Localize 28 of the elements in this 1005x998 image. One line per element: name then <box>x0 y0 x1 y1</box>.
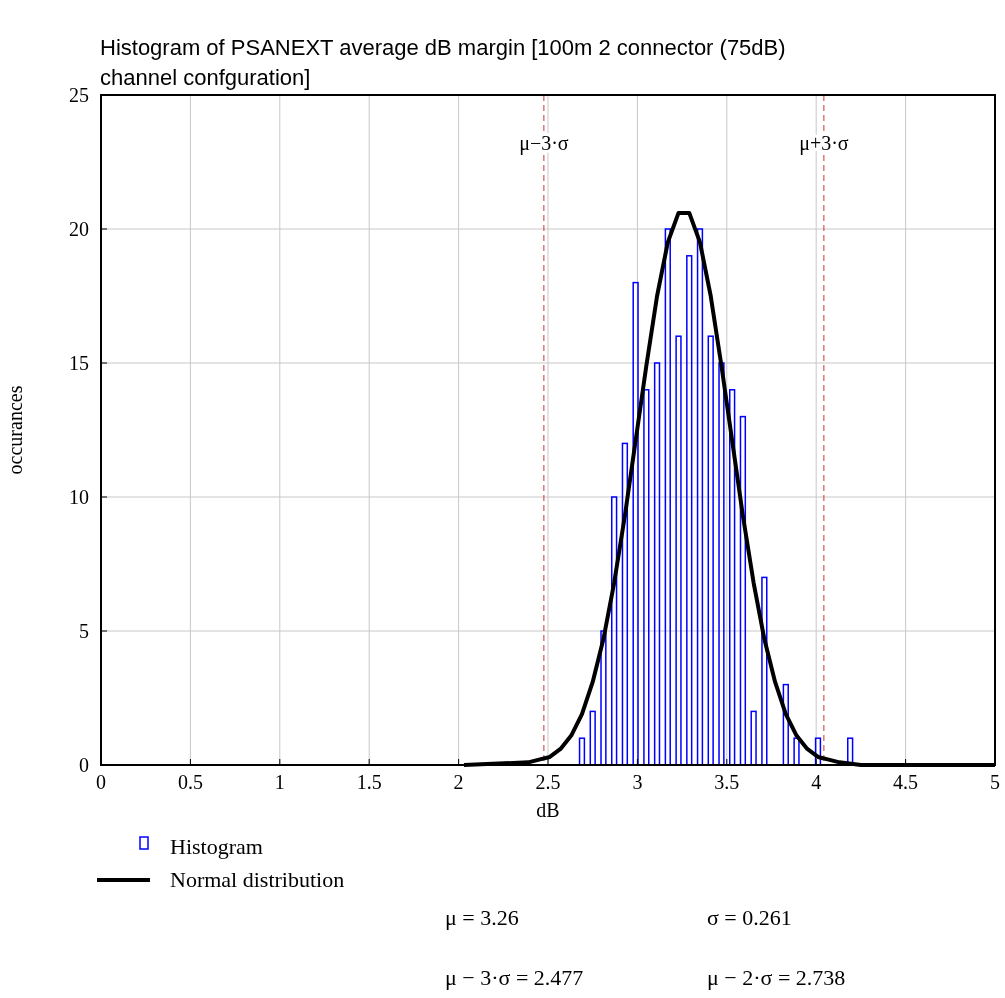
y-tick-label: 10 <box>69 486 89 508</box>
y-tick-label: 0 <box>79 754 89 776</box>
x-tick-label: 0.5 <box>177 771 203 793</box>
text: σ = 0.261 <box>707 905 792 930</box>
legend-label: Normal distribution <box>170 867 345 892</box>
x-tick-label: 1.5 <box>356 771 382 793</box>
ref-line-label: μ−3·σ <box>519 132 569 155</box>
text: μ − 2·σ = 2.738 <box>707 965 846 990</box>
y-tick-label: 15 <box>69 352 89 374</box>
x-axis-title: dB <box>536 799 560 821</box>
x-tick-label: 3.5 <box>714 771 740 793</box>
x-tick-label: 2 <box>453 771 464 793</box>
y-tick-label: 5 <box>79 620 89 642</box>
x-tick-label: 1 <box>274 771 285 793</box>
x-tick-label: 2.5 <box>535 771 561 793</box>
text: μ = 3.26 <box>445 905 519 930</box>
x-tick-label: 4.5 <box>893 771 919 793</box>
chart-title: Histogram of PSANEXT average dB margin [100m 2 connector (75dB) channel confguration] <box>100 35 786 90</box>
y-tick-label: 20 <box>69 218 89 240</box>
x-tick-label: 4 <box>811 771 822 793</box>
ref-line-label: μ+3·σ <box>799 132 849 155</box>
text: μ − 3·σ = 2.477 <box>445 965 584 990</box>
y-axis-title: occurances <box>4 385 26 475</box>
x-tick-label: 0 <box>96 771 106 793</box>
legend-label: Histogram <box>170 834 263 859</box>
x-tick-label: 3 <box>632 771 643 793</box>
x-tick-label: 5 <box>990 771 1000 793</box>
y-tick-label: 25 <box>69 84 89 106</box>
